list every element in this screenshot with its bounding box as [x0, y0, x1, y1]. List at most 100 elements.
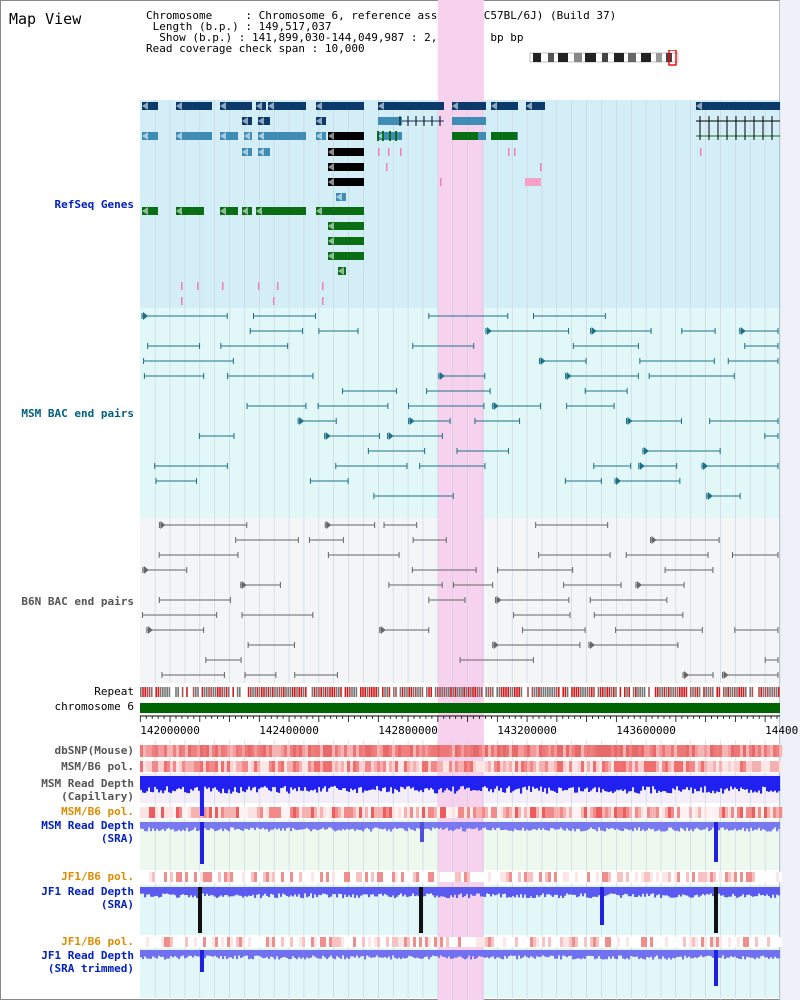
- jf1-b6-pol-label-1[interactable]: JF1/B6 pol.: [61, 870, 134, 883]
- msm-depth-sra-bar: [160, 822, 163, 831]
- jf1-depth-sra-bar: [550, 887, 553, 896]
- jf1-depth-sra-label-1[interactable]: JF1 Read Depth: [41, 885, 134, 898]
- refseq-feature-mark: [508, 148, 510, 156]
- jf1-depth-trimmed-bar: [528, 950, 531, 958]
- jf1-pol-mark: [419, 872, 423, 882]
- jf1-depth-trimmed-bar: [516, 950, 519, 960]
- repeat-mark: [584, 687, 586, 697]
- jf1-pol-mark: [260, 872, 264, 882]
- msm-depth-capillary-bar: [444, 776, 447, 791]
- msm-depth-sra-label-1[interactable]: MSM Read Depth: [41, 819, 134, 832]
- repeat-mark: [626, 687, 628, 697]
- msm-pol-mark: [593, 761, 597, 772]
- dbsnp-mark: [197, 745, 201, 757]
- msm-pol-mark: [305, 761, 309, 772]
- dbsnp-mark: [614, 745, 618, 757]
- jf1-depth-trimmed-bar: [486, 950, 489, 958]
- jf1-depth-trimmed-bar: [310, 950, 313, 958]
- msm-depth-sra-bar: [594, 822, 597, 830]
- dbsnp-mark: [701, 745, 705, 757]
- msm-pol-mark: [653, 807, 657, 818]
- jf1-b6-pol-label-2[interactable]: JF1/B6 pol.: [61, 935, 134, 948]
- msm-depth-capillary-bar: [228, 776, 231, 790]
- refseq-genes-label[interactable]: RefSeq Genes: [54, 198, 134, 211]
- repeat-mark: [188, 687, 190, 697]
- b6n-bac-label[interactable]: B6N BAC end pairs: [21, 595, 134, 608]
- jf1-depth-sra-bar: [624, 887, 627, 894]
- msm-depth-capillary-label-2[interactable]: (Capillary): [61, 790, 134, 803]
- repeat-mark: [742, 687, 745, 697]
- msm-pol-mark: [614, 761, 618, 772]
- jf1-depth-trimmed-label-1[interactable]: JF1 Read Depth: [41, 949, 134, 962]
- jf1-depth-trimmed-bar: [512, 950, 515, 956]
- jf1-depth-sra-bar: [254, 887, 257, 898]
- jf1-pol-mark: [719, 872, 723, 882]
- msm-depth-capillary-label-1[interactable]: MSM Read Depth: [41, 777, 134, 790]
- msm-pol-mark: [641, 761, 645, 772]
- msm-depth-capillary-bar: [712, 776, 715, 791]
- jf1-depth-trimmed-bar: [140, 950, 143, 958]
- jf1-depth-sra-bar: [182, 887, 185, 895]
- jf1-depth-sra-bar: [678, 887, 681, 895]
- jf1-depth-trimmed-label-2[interactable]: (SRA trimmed): [47, 962, 134, 975]
- jf1-depth-sra-bar: [470, 887, 473, 895]
- jf1-pol-mark: [722, 937, 726, 947]
- msm-pol-mark: [764, 807, 768, 818]
- dbsnp-mark: [428, 745, 432, 757]
- repeat-mark: [529, 687, 531, 697]
- msm-depth-sra-bar: [418, 822, 421, 829]
- msm-pol-mark: [344, 807, 348, 818]
- msm-depth-sra-bar: [762, 822, 765, 830]
- msm-depth-sra-bar: [474, 822, 477, 829]
- repeat-mark: [701, 687, 703, 697]
- msm-b6-pol-label-1[interactable]: MSM/B6 pol.: [61, 760, 134, 773]
- msm-pol-mark: [575, 807, 579, 818]
- msm-pol-mark: [611, 761, 615, 772]
- msm-b6-pol-label-2[interactable]: MSM/B6 pol.: [61, 805, 134, 818]
- msm-depth-capillary-bar: [612, 776, 615, 794]
- msm-bac-pair-arrow: [702, 462, 708, 470]
- msm-pol-mark: [194, 761, 198, 772]
- gene-strand-arrow: [256, 102, 262, 110]
- gene-strand-arrow: [220, 102, 226, 110]
- msm-depth-sra-label-2[interactable]: (SRA): [100, 832, 134, 845]
- axis-tick-label: 143600000: [616, 724, 676, 737]
- jf1-depth-sra-label-2[interactable]: (SRA): [100, 898, 134, 911]
- jf1-depth-sra-bar: [440, 887, 443, 897]
- msm-depth-sra-bar: [720, 822, 723, 828]
- jf1-depth-sra-bar: [530, 887, 533, 897]
- jf1-depth-trimmed-bar: [446, 950, 449, 959]
- jf1-depth-trimmed-bar: [760, 950, 763, 957]
- dbsnp-mark: [341, 745, 345, 757]
- b6n-bac-pair-arrow: [160, 521, 166, 529]
- jf1-depth-trimmed-bar: [580, 950, 583, 960]
- jf1-depth-sra-bar: [406, 887, 409, 897]
- jf1-pol-mark: [224, 937, 228, 947]
- jf1-depth-sra-bar-spike: [198, 887, 202, 933]
- jf1-depth-sra-bar: [512, 887, 515, 896]
- jf1-depth-trimmed-bar: [740, 950, 743, 960]
- msm-pol-mark: [260, 761, 264, 772]
- msm-depth-sra-bar: [244, 822, 247, 829]
- repeat-mark: [659, 687, 661, 697]
- msm-pol-mark: [266, 761, 270, 772]
- jf1-pol-mark: [203, 937, 207, 947]
- refseq-gene: [452, 102, 486, 110]
- msm-depth-capillary-bar: [260, 776, 263, 788]
- jf1-pol-mark: [590, 937, 594, 947]
- jf1-depth-trimmed-bar: [520, 950, 523, 959]
- msm-depth-capillary-bar: [392, 776, 395, 794]
- repeat-mark: [527, 687, 529, 697]
- msm-bac-label[interactable]: MSM BAC end pairs: [21, 407, 134, 420]
- msm-pol-mark: [290, 761, 294, 772]
- dbsnp-label[interactable]: dbSNP(Mouse): [54, 744, 134, 757]
- jf1-depth-trimmed-bar: [146, 950, 149, 959]
- repeat-mark: [395, 687, 397, 697]
- msm-depth-capillary-bar: [606, 776, 609, 792]
- msm-depth-capillary-bar: [600, 776, 603, 793]
- msm-depth-capillary-bar: [484, 776, 487, 787]
- jf1-pol-mark: [575, 872, 579, 882]
- msm-pol-mark: [143, 807, 147, 818]
- jf1-depth-sra-bar: [258, 887, 261, 895]
- chromosome-ideogram[interactable]: [528, 50, 683, 66]
